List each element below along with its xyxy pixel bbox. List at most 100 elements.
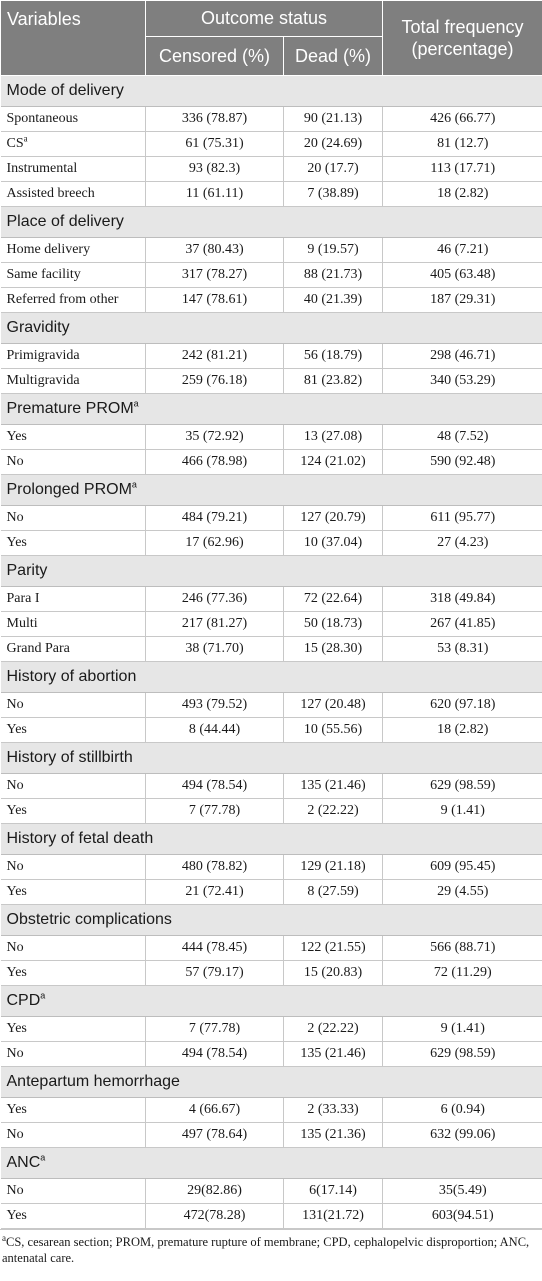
total-frequency-cell: 340 (53.29) (382, 368, 542, 394)
dead-cell: 13 (27.08) (283, 424, 383, 450)
table-row: Multigravida 259 (76.18) 81 (23.82) 340 (53… (0, 368, 542, 394)
section-title-text: Prolonged PROM (6, 481, 132, 498)
censored-cell: 246 (77.36) (145, 586, 284, 612)
table-row: Yes 35 (72.92) 13 (27.08) 48 (7.52) (0, 424, 542, 450)
table-row: No 480 (78.82) 129 (21.18) 609 (95.45) (0, 854, 542, 880)
dead-cell: 131(21.72) (283, 1203, 383, 1229)
total-frequency-cell: 620 (97.18) (382, 692, 542, 718)
footnote-text: CS, cesarean section; PROM, premature ru… (2, 1235, 530, 1265)
row-label: Yes (0, 1016, 146, 1042)
row-label: Yes (0, 798, 146, 824)
header-dead: Dead (%) (283, 36, 383, 76)
censored-cell: 493 (79.52) (145, 692, 284, 718)
section-title-text: Gravidity (6, 319, 70, 336)
section-title: Place of delivery (0, 206, 542, 238)
censored-cell: 336 (78.87) (145, 106, 284, 132)
row-label: Yes (0, 960, 146, 986)
censored-cell: 317 (78.27) (145, 262, 284, 288)
row-label: Home delivery (0, 237, 146, 263)
section-title: Premature PROMa (0, 393, 542, 425)
row-label: Yes (0, 424, 146, 450)
dead-cell: 129 (21.18) (283, 854, 383, 880)
dead-cell: 9 (19.57) (283, 237, 383, 263)
section-header-row: Mode of delivery (0, 75, 542, 107)
censored-cell: 21 (72.41) (145, 879, 284, 905)
total-frequency-cell: 72 (11.29) (382, 960, 542, 986)
dead-cell: 15 (28.30) (283, 636, 383, 662)
outcome-status-table: Variables Outcome status Total frequency… (0, 0, 542, 1229)
row-label: Instrumental (0, 156, 146, 182)
total-frequency-cell: 81 (12.7) (382, 131, 542, 157)
row-label-text: No (6, 1183, 24, 1198)
total-frequency-cell: 53 (8.31) (382, 636, 542, 662)
section-title-text: History of fetal death (6, 830, 154, 847)
total-frequency-cell: 46 (7.21) (382, 237, 542, 263)
dead-cell: 135 (21.46) (283, 1041, 383, 1067)
row-label: Primigravida (0, 343, 146, 369)
row-label-text: Yes (6, 722, 27, 737)
table-row: No 444 (78.45) 122 (21.55) 566 (88.71) (0, 935, 542, 961)
total-frequency-cell: 603(94.51) (382, 1203, 542, 1229)
row-label-text: Instrumental (6, 161, 78, 176)
dead-cell: 135 (21.46) (283, 773, 383, 799)
total-frequency-cell: 48 (7.52) (382, 424, 542, 450)
table-row: Para I 246 (77.36) 72 (22.64) 318 (49.84) (0, 586, 542, 612)
total-frequency-cell: 590 (92.48) (382, 449, 542, 475)
footnote-marker: a (23, 133, 28, 144)
censored-cell: 494 (78.54) (145, 1041, 284, 1067)
dead-cell: 15 (20.83) (283, 960, 383, 986)
total-frequency-cell: 29 (4.55) (382, 879, 542, 905)
row-label-text: No (6, 454, 24, 469)
table-row: Yes 4 (66.67) 2 (33.33) 6 (0.94) (0, 1097, 542, 1123)
censored-cell: 8 (44.44) (145, 717, 284, 743)
row-label: Yes (0, 717, 146, 743)
section-header-row: History of abortion (0, 661, 542, 693)
row-label-text: Multigravida (6, 373, 80, 388)
row-label: No (0, 773, 146, 799)
dead-cell: 40 (21.39) (283, 287, 383, 313)
censored-cell: 17 (62.96) (145, 530, 284, 556)
section-title-text: History of stillbirth (6, 749, 133, 766)
section-title-text: Mode of delivery (6, 82, 124, 99)
row-label-text: Multi (6, 616, 38, 631)
section-header-row: CPDa (0, 985, 542, 1017)
row-label: CSa (0, 131, 146, 157)
row-label: Same facility (0, 262, 146, 288)
total-frequency-cell: 187 (29.31) (382, 287, 542, 313)
dead-cell: 7 (38.89) (283, 181, 383, 207)
total-frequency-cell: 27 (4.23) (382, 530, 542, 556)
dead-cell: 10 (55.56) (283, 717, 383, 743)
censored-cell: 466 (78.98) (145, 449, 284, 475)
header-variables: Variables (0, 0, 146, 76)
censored-cell: 35 (72.92) (145, 424, 284, 450)
censored-cell: 29(82.86) (145, 1178, 284, 1204)
section-title-text: Antepartum hemorrhage (6, 1073, 180, 1090)
table-row: Same facility 317 (78.27) 88 (21.73) 405 (6… (0, 262, 542, 288)
censored-cell: 444 (78.45) (145, 935, 284, 961)
dead-cell: 8 (27.59) (283, 879, 383, 905)
row-label-text: Spontaneous (6, 111, 79, 126)
row-label: No (0, 1178, 146, 1204)
dead-cell: 50 (18.73) (283, 611, 383, 637)
total-frequency-cell: 318 (49.84) (382, 586, 542, 612)
dead-cell: 127 (20.48) (283, 692, 383, 718)
footnote-marker: a (133, 398, 139, 409)
table-row: No 29(82.86) 6(17.14) 35(5.49) (0, 1178, 542, 1204)
section-title-text: Obstetric complications (6, 911, 172, 928)
total-frequency-cell: 18 (2.82) (382, 717, 542, 743)
row-label-text: Assisted breech (6, 186, 95, 201)
dead-cell: 90 (21.13) (283, 106, 383, 132)
row-label: No (0, 449, 146, 475)
dead-cell: 72 (22.64) (283, 586, 383, 612)
total-frequency-cell: 405 (63.48) (382, 262, 542, 288)
row-label: Yes (0, 530, 146, 556)
row-label: No (0, 505, 146, 531)
row-label-text: Yes (6, 429, 27, 444)
row-label: Yes (0, 1203, 146, 1229)
censored-cell: 37 (80.43) (145, 237, 284, 263)
dead-cell: 6(17.14) (283, 1178, 383, 1204)
row-label-text: Para I (6, 591, 40, 606)
row-label: No (0, 935, 146, 961)
section-title-text: Premature PROM (6, 400, 134, 417)
section-title: Parity (0, 555, 542, 587)
